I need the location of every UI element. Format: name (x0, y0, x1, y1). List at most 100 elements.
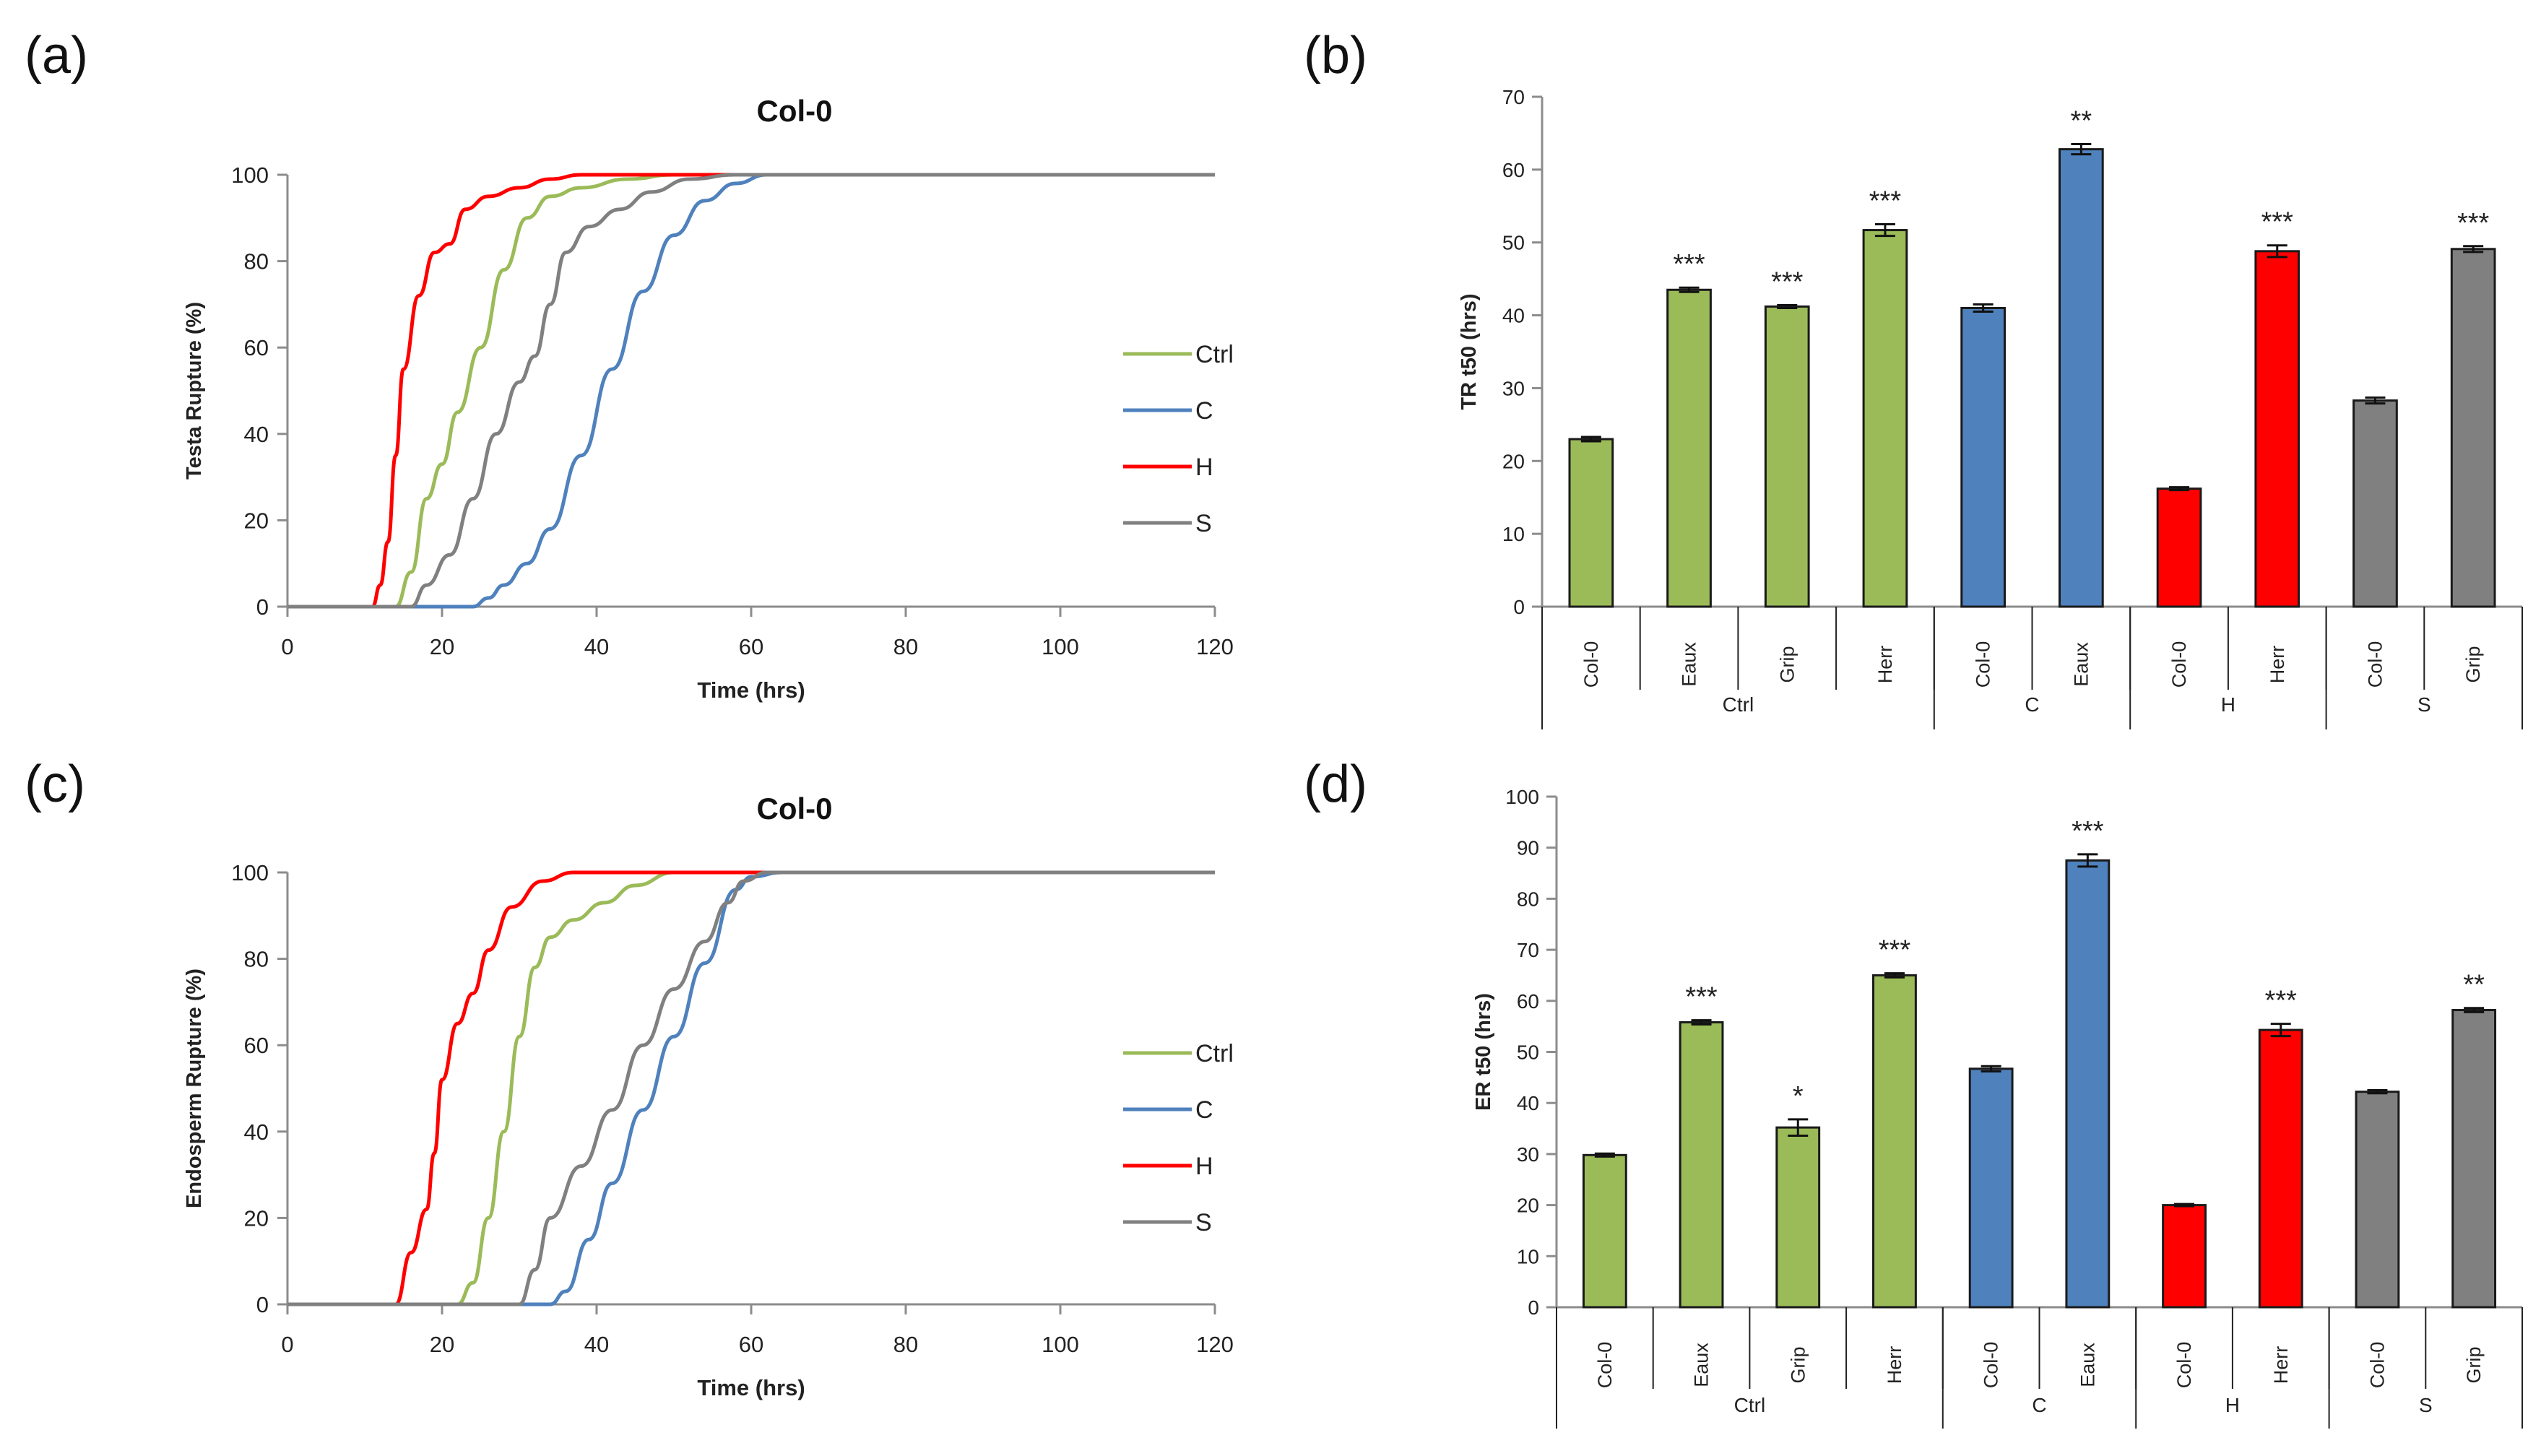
y-tick-label: 40 (244, 422, 269, 447)
y-axis-label: ER t50 (hrs) (1472, 993, 1495, 1111)
significance-label: *** (2072, 816, 2104, 846)
y-tick-label: 20 (244, 1205, 269, 1231)
y-tick-label: 60 (1502, 159, 1525, 181)
group-label-c: C (2032, 1394, 2046, 1416)
x-tick-label: Eaux (1679, 642, 1700, 687)
y-tick-label: 50 (1517, 1041, 1539, 1064)
legend-label-s: S (1195, 1209, 1212, 1236)
y-tick-label: 40 (244, 1119, 269, 1145)
significance-label: *** (1685, 982, 1718, 1013)
x-axis-label: Time (hrs) (697, 1375, 805, 1400)
y-tick-label: 60 (244, 335, 269, 360)
bar (1775, 1126, 1821, 1309)
x-tick-label: Col-0 (2366, 1342, 2388, 1389)
significance-label: * (1793, 1081, 1804, 1112)
x-tick-label: Grip (2463, 1346, 2485, 1383)
x-tick-label: 20 (430, 634, 454, 659)
y-tick-label: 90 (1517, 837, 1539, 859)
bar (1666, 288, 1712, 608)
significance-label: *** (1879, 935, 1911, 966)
significance-label: *** (2457, 208, 2490, 238)
x-tick-label: 60 (739, 1332, 763, 1357)
y-tick-label: 10 (1517, 1245, 1539, 1268)
x-tick-label: 100 (1042, 1332, 1079, 1357)
series-line-s (287, 173, 1215, 609)
bar (1568, 438, 1614, 608)
y-tick-label: 10 (1502, 523, 1525, 545)
series-line-c (287, 173, 1215, 609)
chart-title: Col-0 (757, 792, 833, 826)
x-tick-label: 40 (584, 1332, 609, 1357)
y-tick-label: 100 (231, 860, 269, 885)
x-tick-label: Col-0 (2168, 641, 2190, 688)
series-line-c (287, 870, 1215, 1306)
legend-label-h: H (1195, 1153, 1213, 1180)
x-tick-label: 120 (1196, 1332, 1234, 1357)
panel-letter-c: (c) (25, 755, 85, 813)
y-tick-label: 0 (256, 594, 269, 620)
group-label-ctrl: Ctrl (1723, 693, 1754, 716)
x-tick-label: Herr (2267, 646, 2288, 684)
x-tick-label: Col-0 (1594, 1342, 1616, 1389)
x-tick-label: Herr (2270, 1346, 2292, 1384)
group-label-s: S (2417, 693, 2431, 716)
x-tick-label: Eaux (2077, 1343, 2098, 1387)
bar (2355, 1091, 2400, 1309)
legend-label-ctrl: Ctrl (1195, 341, 1234, 368)
y-tick-label: 30 (1517, 1143, 1539, 1166)
bar (2254, 250, 2300, 608)
y-axis-label: Endosperm Rupture (%) (183, 968, 206, 1208)
bar (2065, 859, 2111, 1309)
x-tick-label: 80 (893, 634, 918, 659)
y-tick-label: 100 (231, 162, 269, 188)
y-tick-label: 100 (1505, 786, 1539, 808)
bar (2258, 1028, 2303, 1309)
x-tick-label: Col-0 (2364, 641, 2386, 688)
bar (2156, 488, 2202, 608)
y-tick-label: 50 (1502, 232, 1525, 254)
y-tick-label: 80 (1517, 888, 1539, 910)
x-tick-label: 80 (893, 1332, 918, 1357)
y-tick-label: 80 (244, 947, 269, 972)
x-tick-label: 120 (1196, 634, 1234, 659)
y-tick-label: 20 (1517, 1195, 1539, 1217)
significance-label: *** (1771, 266, 1804, 297)
x-tick-label: 20 (430, 1332, 454, 1357)
x-axis-label: Time (hrs) (697, 677, 805, 703)
significance-label: ** (2071, 106, 2092, 136)
legend-label-ctrl: Ctrl (1195, 1040, 1234, 1067)
y-tick-label: 0 (256, 1292, 269, 1317)
y-tick-label: 70 (1502, 86, 1525, 108)
y-tick-label: 0 (1513, 596, 1525, 618)
legend-label-h: H (1195, 454, 1213, 481)
chart-title: Col-0 (757, 94, 833, 128)
bar (2058, 148, 2104, 608)
group-label-c: C (2025, 693, 2039, 716)
bar (2451, 1009, 2497, 1309)
x-tick-label: Herr (1884, 1346, 1905, 1384)
panel-letter-b: (b) (1304, 27, 1367, 84)
significance-label: *** (1869, 186, 1902, 217)
bar (1862, 229, 1908, 608)
significance-label: ** (2463, 970, 2485, 1000)
y-tick-label: 30 (1502, 377, 1525, 399)
x-tick-label: Herr (1874, 646, 1896, 684)
legend-label-s: S (1195, 510, 1212, 537)
x-tick-label: 0 (281, 1332, 293, 1357)
bar (2352, 399, 2398, 608)
x-tick-label: Col-0 (1973, 641, 1994, 688)
bar (1872, 974, 1917, 1309)
y-tick-label: 80 (244, 249, 269, 274)
legend-label-c: C (1195, 397, 1213, 425)
x-tick-label: Eaux (2070, 642, 2092, 687)
y-tick-label: 0 (1528, 1296, 1539, 1319)
y-axis-label: Testa Rupture (%) (183, 302, 206, 480)
bar (1679, 1020, 1724, 1309)
series-line-ctrl (287, 870, 1215, 1306)
series-line-ctrl (287, 173, 1215, 609)
x-tick-label: 0 (281, 634, 293, 659)
x-tick-label: Col-0 (1981, 1342, 2002, 1389)
significance-label: *** (1673, 249, 1705, 280)
x-tick-label: Col-0 (1580, 641, 1602, 688)
bar (2450, 248, 2496, 608)
